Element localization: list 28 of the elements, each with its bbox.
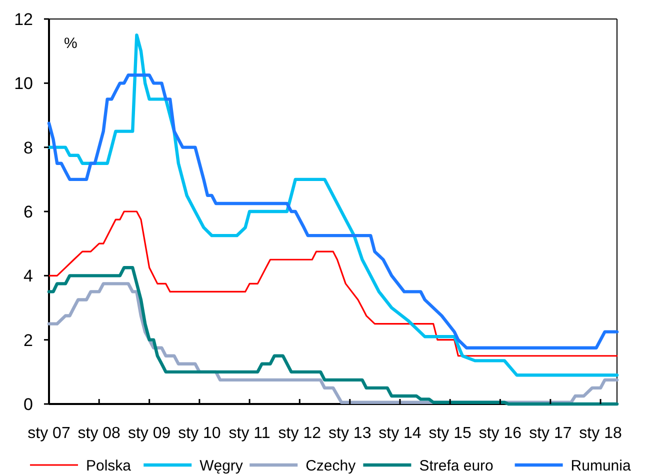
y-tick-label: 0	[24, 394, 33, 414]
x-tick-label: sty 10	[178, 425, 221, 442]
legend-label: Węgry	[200, 457, 244, 474]
y-tick-label: 4	[24, 266, 33, 286]
y-tick-label: 10	[14, 74, 33, 94]
legend-label: Rumunia	[570, 457, 632, 474]
y-tick-label: 12	[14, 10, 33, 29]
x-tick-label: sty 17	[529, 425, 572, 442]
y-tick-label: 2	[24, 330, 33, 350]
line-series	[47, 74, 619, 350]
line-series	[48, 210, 618, 357]
x-tick-label: sty 07	[28, 425, 70, 442]
x-tick-label: sty 18	[579, 425, 622, 442]
y-axis-title: %	[64, 35, 78, 52]
x-tick-label: sty 15	[428, 425, 472, 442]
x-tick-label: sty 08	[78, 425, 121, 442]
line-series	[47, 33, 619, 377]
legend-label: Czechy	[306, 457, 356, 474]
x-tick-label: sty 12	[278, 425, 322, 442]
x-tick-label: sty 09	[128, 425, 171, 442]
legend-label: Polska	[86, 457, 132, 474]
x-tick-label: sty 16	[478, 425, 522, 442]
y-tick-label: 8	[24, 138, 33, 158]
x-tick-label: sty 13	[328, 425, 372, 442]
x-tick-label: sty 11	[228, 425, 270, 442]
x-tick-label: sty 14	[378, 425, 422, 442]
y-tick-label: 6	[24, 202, 33, 222]
legend-label: Strefa euro	[419, 457, 494, 474]
